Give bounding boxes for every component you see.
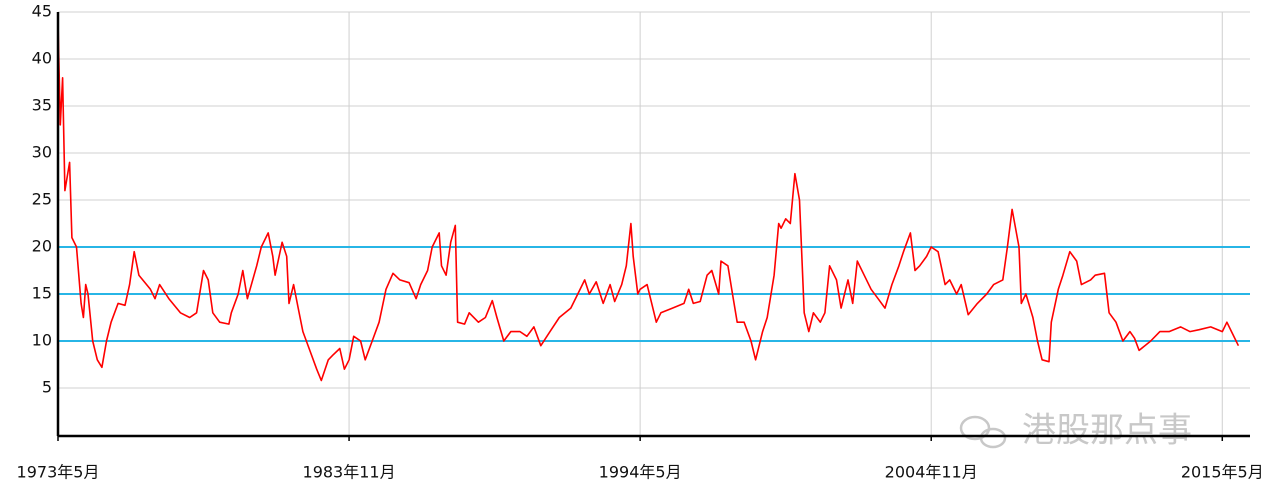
y-tick-label: 25 [32, 190, 52, 209]
y-tick-label: 40 [32, 49, 52, 68]
x-tick-label: 1973年5月 [17, 463, 100, 482]
y-tick-label: 5 [42, 378, 52, 397]
y-tick-label: 20 [32, 237, 52, 256]
x-tick-label: 2004年11月 [885, 463, 978, 482]
y-tick-label: 30 [32, 143, 52, 162]
y-tick-label: 10 [32, 331, 52, 350]
y-tick-label: 35 [32, 96, 52, 115]
x-tick-label: 2015年5月 [1181, 463, 1264, 482]
y-tick-label: 15 [32, 284, 52, 303]
x-tick-label: 1994年5月 [599, 463, 682, 482]
watermark: 港股那点事 [1022, 411, 1192, 451]
x-tick-label: 1983年11月 [303, 463, 396, 482]
data-line [57, 21, 1240, 382]
grid [57, 11, 1250, 435]
y-tick-label: 45 [32, 2, 52, 21]
watermark-icon [959, 415, 1007, 449]
